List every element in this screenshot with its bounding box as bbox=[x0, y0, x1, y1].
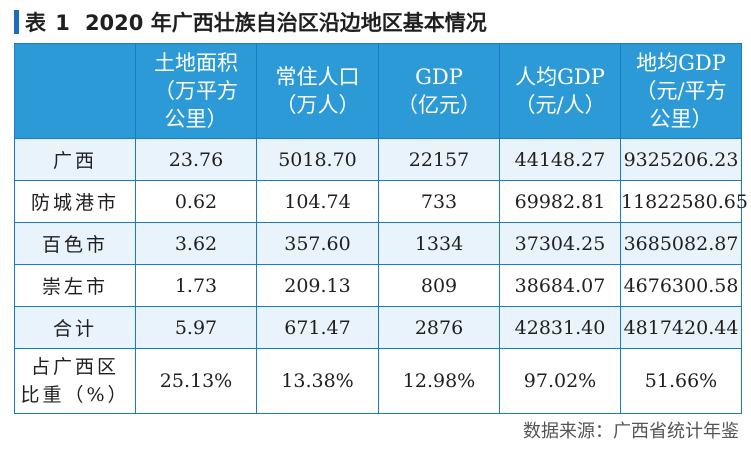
row-label: 占广西区 比重（%） bbox=[14, 348, 136, 414]
table-row: 防城港市 0.62 104.74 733 69982.81 11822580.6… bbox=[14, 180, 748, 223]
table-cell: 5.97 bbox=[135, 306, 257, 349]
table-cell: 2876 bbox=[378, 306, 500, 349]
row-label: 广西 bbox=[14, 138, 136, 181]
header-gdp-per-capita: 人均GDP （元/人） bbox=[499, 43, 621, 139]
table-cell: 1334 bbox=[378, 222, 500, 265]
table-row-share: 占广西区 比重（%） 25.13% 13.38% 12.98% 97.02% 5… bbox=[14, 348, 742, 414]
table-cell: 25.13% bbox=[135, 348, 257, 414]
table-cell: 44148.27 bbox=[499, 138, 621, 181]
row-label: 崇左市 bbox=[14, 264, 136, 307]
table-cell: 809 bbox=[378, 264, 500, 307]
header-gdp: GDP （亿元） bbox=[378, 43, 500, 139]
header-gdp-per-area: 地均GDP （元/平方 公里） bbox=[620, 43, 742, 139]
table-cell: 5018.70 bbox=[256, 138, 379, 181]
table-row: 崇左市 1.73 209.13 809 38684.07 4676300.58 bbox=[14, 264, 742, 307]
table-cell: 0.62 bbox=[135, 180, 257, 223]
row-label: 百色市 bbox=[14, 222, 136, 265]
table-cell: 209.13 bbox=[256, 264, 379, 307]
table-title: 2020 年广西壮族自治区沿边地区基本情况 bbox=[84, 11, 487, 35]
table-row: 百色市 3.62 357.60 1334 37304.25 3685082.87 bbox=[14, 222, 742, 265]
table-cell: 4817420.44 bbox=[620, 306, 742, 349]
table-cell: 22157 bbox=[378, 138, 500, 181]
data-table-container: 土地面积 （万平方 公里） 常住人口 （万人） GDP （亿元） 人均GDP （… bbox=[14, 43, 748, 414]
header-land-area: 土地面积 （万平方 公里） bbox=[135, 43, 257, 139]
table-caption: 表 1 2020 年广西壮族自治区沿边地区基本情况 bbox=[14, 4, 487, 40]
table-cell: 42831.40 bbox=[499, 306, 621, 349]
table-cell: 38684.07 bbox=[499, 264, 621, 307]
caption-accent-bar bbox=[14, 10, 19, 34]
table-header-row: 土地面积 （万平方 公里） 常住人口 （万人） GDP （亿元） 人均GDP （… bbox=[14, 43, 742, 139]
table-cell: 671.47 bbox=[256, 306, 379, 349]
table-cell: 104.74 bbox=[256, 180, 379, 223]
table-cell: 3685082.87 bbox=[620, 222, 742, 265]
table-cell: 9325206.23 bbox=[620, 138, 742, 181]
table-row-total: 合计 5.97 671.47 2876 42831.40 4817420.44 bbox=[14, 306, 742, 349]
table-cell: 1.73 bbox=[135, 264, 257, 307]
table-cell: 12.98% bbox=[378, 348, 500, 414]
table-cell: 23.76 bbox=[135, 138, 257, 181]
row-label: 合计 bbox=[14, 306, 136, 349]
table-cell: 3.62 bbox=[135, 222, 257, 265]
table-cell: 37304.25 bbox=[499, 222, 621, 265]
data-table: 土地面积 （万平方 公里） 常住人口 （万人） GDP （亿元） 人均GDP （… bbox=[14, 43, 748, 414]
table-number: 表 1 bbox=[25, 11, 71, 35]
table-cell: 733 bbox=[378, 180, 500, 223]
table-cell: 97.02% bbox=[499, 348, 621, 414]
header-corner bbox=[14, 43, 136, 139]
table-cell: 11822580.65 bbox=[620, 180, 748, 223]
table-cell: 357.60 bbox=[256, 222, 379, 265]
table-cell: 13.38% bbox=[256, 348, 379, 414]
header-population: 常住人口 （万人） bbox=[256, 43, 379, 139]
table-cell: 4676300.58 bbox=[620, 264, 742, 307]
table-row: 广西 23.76 5018.70 22157 44148.27 9325206.… bbox=[14, 138, 742, 181]
row-label: 防城港市 bbox=[14, 180, 136, 223]
table-cell: 69982.81 bbox=[499, 180, 621, 223]
data-source-note: 数据来源：广西省统计年鉴 bbox=[523, 421, 739, 442]
table-cell: 51.66% bbox=[620, 348, 742, 414]
